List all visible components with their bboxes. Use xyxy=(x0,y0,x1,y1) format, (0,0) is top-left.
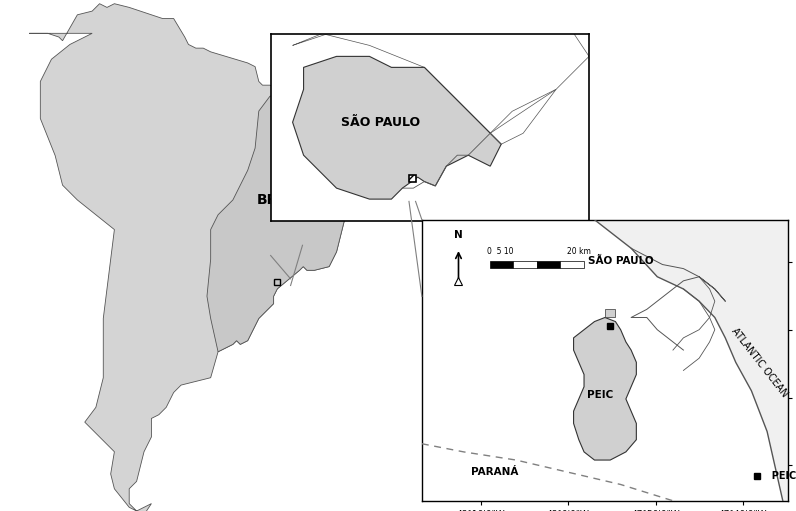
Polygon shape xyxy=(293,56,501,199)
Text: PARANÁ: PARANÁ xyxy=(471,467,519,477)
Bar xyxy=(513,261,537,268)
Bar xyxy=(560,261,584,268)
Bar xyxy=(490,261,513,268)
Text: PEIC: PEIC xyxy=(587,390,613,400)
Text: 0  5 10: 0 5 10 xyxy=(487,247,513,257)
Polygon shape xyxy=(207,66,381,352)
Text: SÃO PAULO: SÃO PAULO xyxy=(587,256,654,266)
Text: SÃO PAULO: SÃO PAULO xyxy=(341,116,420,129)
Bar xyxy=(409,175,416,181)
Text: ATLANTIC OCEAN: ATLANTIC OCEAN xyxy=(729,326,790,399)
Text: BRAZIL: BRAZIL xyxy=(256,193,313,207)
Polygon shape xyxy=(574,317,636,460)
Polygon shape xyxy=(595,220,788,501)
Polygon shape xyxy=(605,309,615,317)
Text: N: N xyxy=(455,230,462,240)
Bar xyxy=(274,279,280,286)
Polygon shape xyxy=(29,4,373,511)
Bar xyxy=(537,261,560,268)
Text: PEIC PLOT: PEIC PLOT xyxy=(764,471,796,481)
Text: 20 km: 20 km xyxy=(568,247,591,257)
